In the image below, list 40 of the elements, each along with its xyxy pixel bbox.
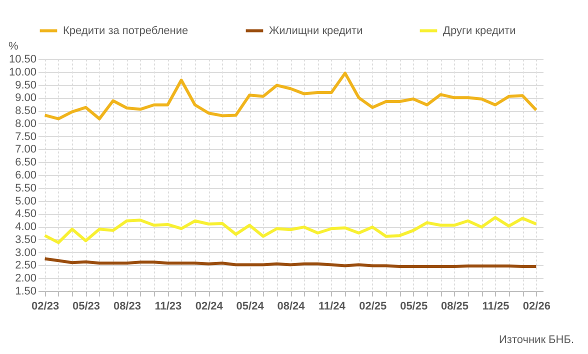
- x-tick-label: 05/23: [72, 300, 100, 312]
- x-tick-label: 11/23: [154, 300, 182, 312]
- legend-label: Жилищни кредити: [269, 24, 363, 37]
- y-tick-label: 7.00: [15, 144, 36, 156]
- y-tick-label: 4.50: [15, 208, 36, 220]
- y-tick-label: 10.50: [8, 54, 36, 66]
- y-tick-label: 8.50: [15, 105, 36, 118]
- line-series: [43, 72, 538, 120]
- y-tick-label: 6.50: [15, 156, 36, 169]
- y-tick-label: 4.00: [15, 221, 36, 234]
- x-tick-label: 11/24: [318, 300, 346, 312]
- y-tick-label: 9.50: [15, 79, 36, 92]
- x-tick-label: 08/25: [441, 300, 469, 312]
- x-tick-label: 08/23: [113, 300, 141, 312]
- y-tick-label: 5.50: [15, 182, 36, 194]
- x-tick-label: 08/24: [277, 300, 306, 312]
- x-tick-label: 11/25: [482, 300, 510, 312]
- y-tick-label: 5.00: [15, 195, 36, 208]
- y-tick-label: 6.00: [15, 170, 36, 182]
- y-tick-label: 3.50: [15, 234, 36, 246]
- y-axis-title: %: [8, 40, 18, 52]
- legend-label: Други кредити: [443, 24, 516, 37]
- y-tick-label: 7.50: [15, 130, 36, 143]
- x-tick-label: 05/25: [400, 300, 428, 312]
- line-series: [43, 257, 538, 268]
- y-tick-label: 2.50: [15, 260, 36, 272]
- x-tick-label: 02/23: [32, 300, 60, 312]
- y-tick-label: 1.50: [15, 286, 36, 298]
- legend-label: Кредити за потребление: [63, 24, 188, 37]
- y-tick-label: 10.00: [8, 66, 36, 78]
- x-tick-label: 02/25: [359, 300, 387, 312]
- x-tick-label: 02/26: [522, 300, 550, 312]
- y-tick-label: 8.00: [15, 118, 36, 130]
- x-tick-label: 05/24: [236, 300, 265, 312]
- y-tick-label: 9.00: [15, 92, 36, 104]
- text: Източник БНБ.: [499, 334, 574, 346]
- y-tick-label: 2.00: [15, 272, 36, 285]
- x-tick-label: 02/24: [195, 300, 224, 312]
- y-tick-label: 3.00: [15, 246, 36, 259]
- line-series: [43, 216, 538, 244]
